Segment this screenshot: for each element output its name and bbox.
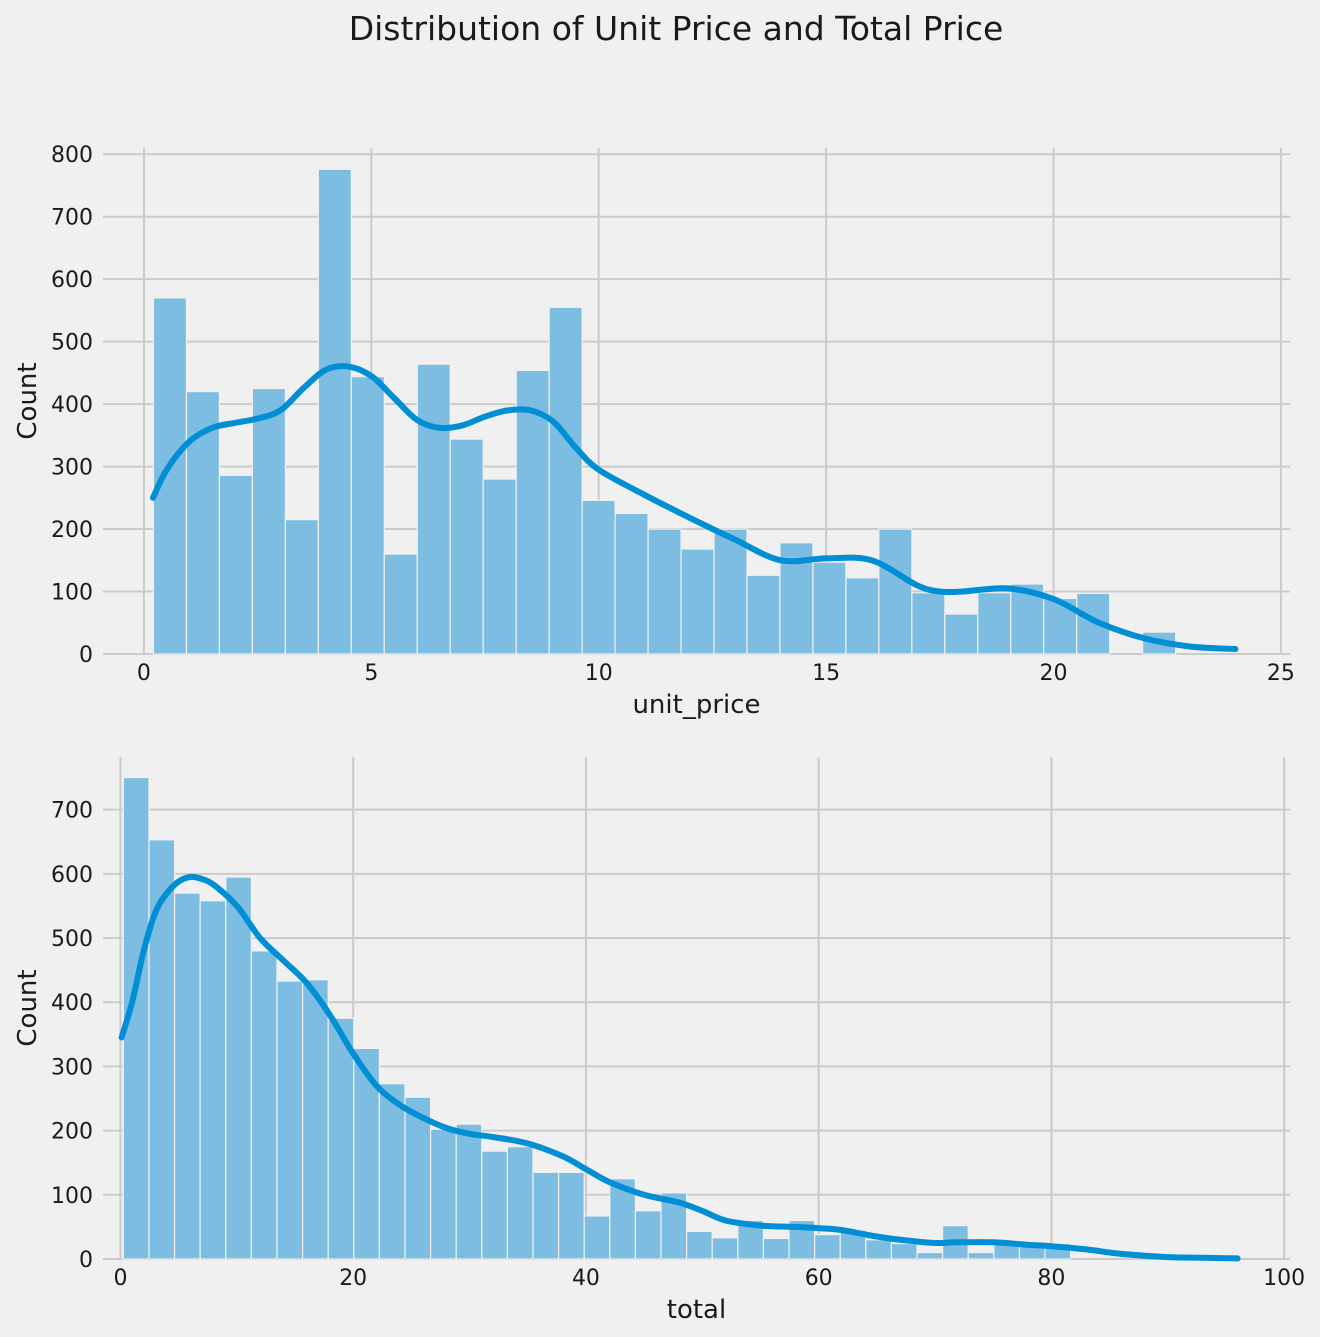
histogram-bar: [911, 592, 946, 655]
x-tick-label: 40: [572, 1266, 600, 1291]
histogram-bar: [711, 1237, 739, 1260]
y-tick-label: 200: [51, 1120, 93, 1145]
x-tick-label: 100: [1263, 1266, 1305, 1291]
histogram-bar: [284, 519, 319, 655]
figure-title: Distribution of Unit Price and Total Pri…: [349, 9, 1004, 48]
histogram-bar: [148, 839, 176, 1260]
x-tick-label: 20: [1040, 661, 1068, 686]
y-tick-label: 400: [51, 393, 93, 418]
unit-price-histogram: 0 100 200 300 400 500 600 700 800 0 5 10 15 20 25 unit_…: [13, 143, 1295, 720]
histogram-bar: [532, 1171, 560, 1260]
total-price-histogram: 0 100 200 300 400 500 600 700 0 20 40 60 80 100 total C…: [13, 757, 1305, 1325]
histogram-bar: [251, 387, 286, 655]
histogram-bar: [506, 1146, 534, 1260]
histogram-bar: [301, 979, 329, 1260]
histogram-bar: [416, 363, 451, 655]
histogram-bar: [378, 1083, 406, 1260]
y-tick-label: 100: [51, 581, 93, 606]
histogram-bar: [449, 438, 484, 655]
x-tick-label: 20: [339, 1266, 367, 1291]
y-tick-label: 700: [51, 799, 93, 824]
x-tick-label: 10: [585, 661, 613, 686]
histogram-bar: [548, 306, 583, 655]
histogram-bar: [225, 876, 252, 1260]
histogram-bar: [173, 892, 201, 1260]
histogram-bar: [250, 950, 278, 1260]
y-axis-label: Count: [13, 969, 43, 1046]
histogram-bar: [199, 900, 227, 1260]
histogram-bar: [944, 613, 979, 655]
histogram-bar: [812, 561, 847, 655]
histogram-bar: [916, 1251, 944, 1260]
y-tick-label: 300: [51, 456, 93, 481]
x-axis-label: unit_price: [632, 690, 760, 720]
histogram-bar: [557, 1171, 585, 1260]
x-tick-label: 60: [805, 1266, 833, 1291]
histogram-bar: [327, 1017, 355, 1260]
y-tick-label: 500: [51, 331, 93, 356]
histogram-bar: [317, 168, 352, 655]
y-tick-label: 800: [51, 143, 93, 168]
histogram-bar: [977, 592, 1012, 655]
histogram-bar: [686, 1230, 713, 1260]
y-axis-label: Count: [13, 362, 43, 439]
histogram-bar: [890, 1242, 918, 1260]
kde-curve: [150, 363, 1239, 652]
histogram-bar: [878, 528, 913, 655]
histogram-bar: [481, 1150, 508, 1260]
x-tick-label: 25: [1267, 661, 1295, 686]
histogram-bar: [350, 376, 385, 655]
histogram-bar: [762, 1237, 790, 1260]
x-tick-label: 80: [1037, 1266, 1065, 1291]
histogram-bar: [482, 478, 517, 655]
histogram-bar: [614, 512, 649, 655]
histogram-bar: [455, 1123, 483, 1260]
histogram-bar: [967, 1251, 995, 1260]
x-tick-label: 5: [364, 661, 378, 686]
y-tick-label: 400: [51, 991, 93, 1016]
histogram-bar: [647, 528, 682, 655]
histogram-bar: [814, 1234, 841, 1260]
y-tick-label: 0: [79, 1248, 93, 1273]
histogram-bar: [713, 528, 748, 655]
histogram-bar: [865, 1239, 893, 1260]
y-tick-label: 500: [51, 927, 93, 952]
kde-curve: [118, 873, 1241, 1262]
x-tick-label: 0: [113, 1266, 127, 1291]
x-tick-label: 0: [137, 661, 151, 686]
histogram-bar: [152, 297, 188, 655]
histogram-bar: [429, 1128, 457, 1260]
y-tick-label: 300: [51, 1055, 93, 1080]
y-tick-label: 600: [51, 268, 93, 293]
x-tick-label: 15: [812, 661, 840, 686]
y-tick-label: 100: [51, 1184, 93, 1209]
histogram-bar: [383, 553, 418, 655]
y-tick-label: 700: [51, 206, 93, 231]
histogram-bar: [581, 499, 616, 655]
histogram-bar: [276, 980, 304, 1260]
y-tick-label: 0: [79, 643, 93, 668]
histogram-bar: [746, 574, 781, 655]
histogram-bar: [583, 1215, 611, 1260]
y-tick-label: 600: [51, 863, 93, 888]
histogram-bar: [404, 1096, 432, 1260]
y-tick-label: 200: [51, 518, 93, 543]
histogram-bar: [634, 1210, 662, 1260]
histogram-bar: [680, 548, 715, 655]
x-axis-label: total: [667, 1295, 726, 1325]
histogram-bar: [218, 474, 253, 655]
histogram-bar: [845, 577, 880, 655]
